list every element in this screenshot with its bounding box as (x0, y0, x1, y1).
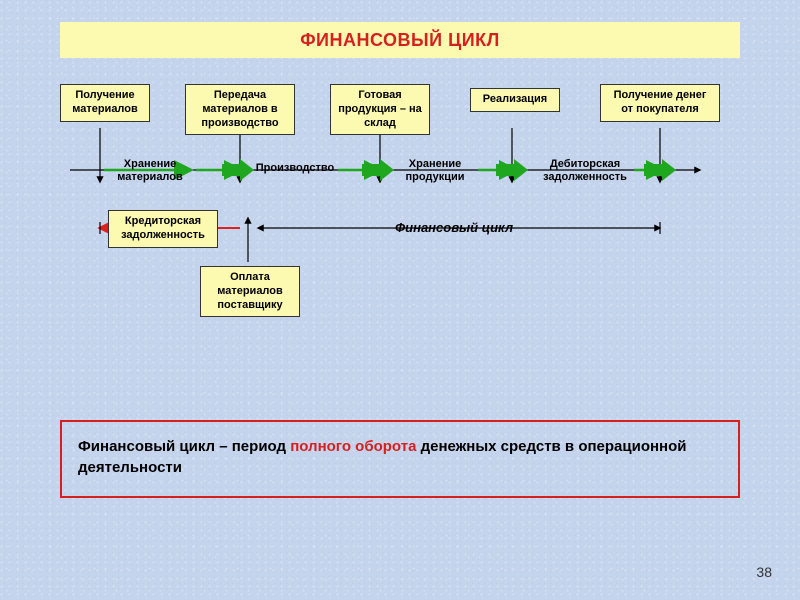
kreditor-box: Кредиторская задолженность (108, 210, 218, 248)
fin-cycle-label: Финансовый цикл (395, 220, 513, 236)
event-box-b5: Получение денег от покупателя (600, 84, 720, 122)
def-prefix: Финансовый цикл – период (78, 438, 290, 455)
page-number: 38 (756, 564, 772, 580)
title-bar: ФИНАНСОВЫЙ ЦИКЛ (60, 22, 740, 58)
def-red: полного оборота (290, 438, 420, 455)
event-box-b1: Получение материалов (60, 84, 150, 122)
event-box-b3: Готовая продукция – на склад (330, 84, 430, 135)
phase-label-m2: Производство (250, 162, 340, 175)
phase-label-m1: Хранение материалов (105, 158, 195, 184)
definition-box: Финансовый цикл – период полного оборота… (60, 420, 740, 498)
event-box-b4: Реализация (470, 88, 560, 112)
title-text: ФИНАНСОВЫЙ ЦИКЛ (300, 30, 500, 51)
oplata-box: Оплата материалов поставщику (200, 266, 300, 317)
event-box-b2: Передача материалов в производство (185, 84, 295, 135)
phase-label-m3: Хранение продукции (390, 158, 480, 184)
diagram-area: Получение материалов Передача материалов … (0, 70, 800, 350)
phase-label-m4: Дебиторская задолженность (530, 158, 640, 184)
